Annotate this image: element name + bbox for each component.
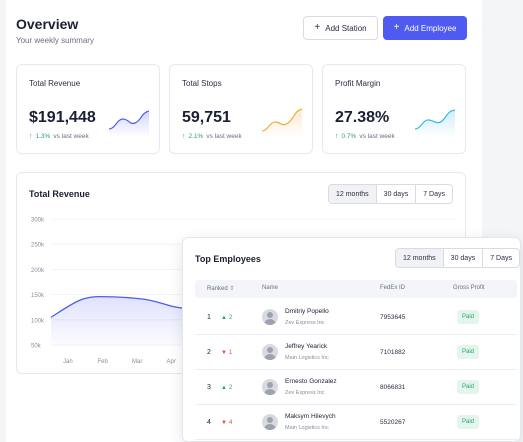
status-badge: Paid (457, 345, 479, 359)
employee-name: Jeffrey Yearick (285, 343, 328, 350)
fedex-id: 8066831 (380, 384, 406, 391)
rank-number: 1 (207, 314, 211, 321)
chart-title: Total Revenue (29, 189, 90, 199)
add-employee-label: Add Employee (404, 23, 457, 33)
arrow-up-icon: ▲ (221, 385, 227, 391)
top-employees-card: Top Employees 12 months 30 days 7 Days R… (182, 237, 521, 442)
y-tick-label: 50k (31, 344, 42, 350)
range-30-days[interactable]: 30 days (375, 185, 416, 203)
emp-range-12-months[interactable]: 12 months (395, 249, 443, 267)
col-ranked[interactable]: Ranked ⇧ (207, 286, 235, 292)
sparkline-icon (109, 110, 149, 137)
y-tick-label: 300k (31, 218, 45, 224)
employee-company: Main Logistics Inc (285, 425, 329, 431)
col-name: Name (262, 285, 279, 291)
plus-icon: + (393, 22, 400, 33)
add-employee-button[interactable]: + Add Employee (383, 16, 467, 40)
employee-name: Dmitriy Popello (285, 308, 329, 315)
rank-change: ▲ 2 (221, 385, 233, 391)
y-tick-label: 250k (31, 243, 45, 249)
table-row[interactable]: 4 ▼ 4 Maksym Hilevych Main Logistics Inc 5520… (195, 405, 517, 440)
y-tick-label: 100k (31, 318, 45, 324)
sparkline-icon (262, 108, 302, 137)
sparkline-icon (415, 109, 455, 137)
arrow-down-icon: ▼ (221, 350, 227, 356)
avatar (262, 414, 278, 430)
y-tick-label: 150k (31, 293, 45, 299)
emp-range-7-days[interactable]: 7 Days (482, 249, 519, 267)
rank-number: 4 (207, 419, 211, 426)
arrow-up-icon: ↑ (182, 133, 186, 140)
employee-company: Zev Express Inc (285, 390, 325, 396)
rank-change: ▼ 1 (221, 350, 233, 356)
plus-icon: + (314, 22, 321, 33)
stat-title: Total Stops (182, 79, 222, 88)
fedex-id: 7101882 (380, 349, 406, 356)
add-station-button[interactable]: + Add Station (303, 16, 378, 40)
avatar (262, 309, 278, 325)
status-badge: Paid (457, 380, 479, 394)
stat-value: 27.38% (335, 109, 390, 126)
fedex-id: 5520267 (380, 419, 406, 426)
avatar (262, 379, 278, 395)
fedex-id: 7953645 (380, 314, 406, 321)
y-tick-label: 200k (31, 268, 45, 274)
employees-title: Top Employees (195, 254, 261, 264)
employees-range-selector: 12 months 30 days 7 Days (394, 248, 520, 268)
stat-title: Profit Margin (335, 79, 381, 88)
stat-value: $191,448 (29, 109, 96, 126)
arrow-up-icon: ▲ (221, 315, 227, 321)
x-tick-label: Jan (63, 359, 73, 365)
col-gross-profit: Gross Profit (453, 285, 485, 291)
rank-change: ▲ 2 (221, 315, 233, 321)
sort-icon: ⇧ (229, 286, 235, 292)
x-tick-label: Apr (167, 359, 176, 365)
stat-change: ↑ 0.7% vs last week (335, 133, 395, 140)
x-tick-label: Mar (132, 359, 142, 365)
arrow-down-icon: ▼ (221, 420, 227, 426)
arrow-up-icon: ↑ (29, 133, 33, 140)
table-row[interactable]: 1 ▲ 2 Dmitriy Popello Zev Express Inc 7953645… (195, 300, 517, 335)
revenue-line (50, 295, 192, 318)
range-7-days[interactable]: 7 Days (415, 185, 452, 203)
x-tick-label: Feb (98, 359, 109, 365)
stat-card-revenue: Total Revenue $191,448 ↑ 1.3% vs last we… (16, 64, 160, 154)
employee-company: Main Logistics Inc (285, 355, 329, 361)
add-station-label: Add Station (325, 23, 367, 33)
stat-value: 59,751 (182, 109, 231, 126)
emp-range-30-days[interactable]: 30 days (442, 249, 483, 267)
employee-company: Zev Express Inc (285, 320, 325, 326)
revenue-area (51, 296, 191, 345)
status-badge: Paid (457, 310, 479, 324)
employee-name: Ernesto Gonzalez (285, 378, 337, 385)
table-row[interactable]: 3 ▲ 2 Ernesto Gonzalez Zev Express Inc 806683… (195, 370, 517, 405)
employee-name: Maksym Hilevych (285, 413, 336, 420)
stat-change: ↑ 2.1% vs last week (182, 133, 242, 140)
status-badge: Paid (457, 415, 479, 429)
col-fedex-id: FedEx ID (380, 285, 406, 291)
stat-title: Total Revenue (29, 79, 81, 88)
rank-change: ▼ 4 (221, 420, 233, 426)
page-subtitle: Your weekly summary (16, 36, 94, 45)
rank-number: 3 (207, 384, 211, 391)
avatar (262, 344, 278, 360)
stat-change: ↑ 1.3% vs last week (29, 133, 89, 140)
stat-card-margin: Profit Margin 27.38% ↑ 0.7% vs last week (322, 64, 466, 154)
range-selector: 12 months 30 days 7 Days (327, 184, 453, 204)
rank-number: 2 (207, 349, 211, 356)
arrow-up-icon: ↑ (335, 133, 339, 140)
page-title: Overview (16, 16, 79, 32)
table-row[interactable]: 2 ▼ 1 Jeffrey Yearick Main Logistics Inc 7101… (195, 335, 517, 370)
stat-card-stops: Total Stops 59,751 ↑ 2.1% vs last week (169, 64, 313, 154)
table-header: Ranked ⇧ Name FedEx ID Gross Profit (195, 280, 517, 298)
range-12-months[interactable]: 12 months (328, 185, 376, 203)
